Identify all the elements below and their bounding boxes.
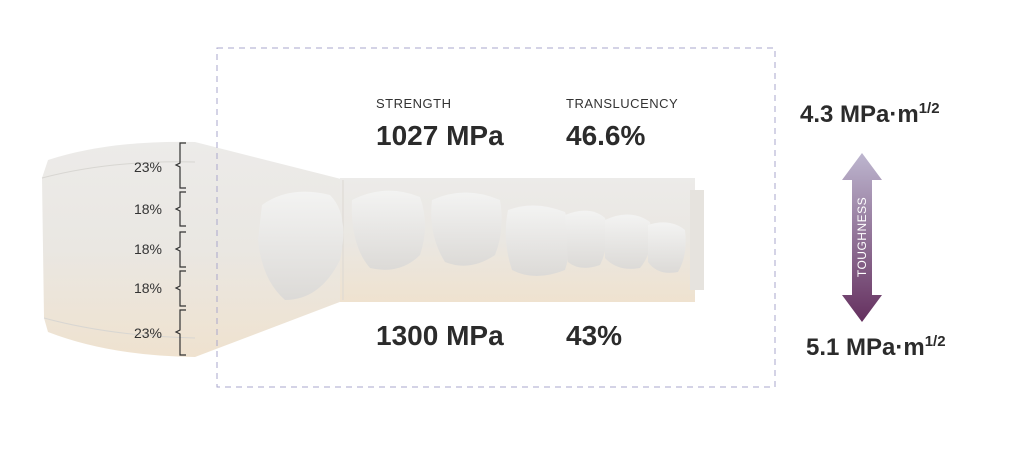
layer-percent: 18% (133, 241, 162, 257)
dental-bridge (258, 190, 686, 300)
toughness-bottom-text: 5.1 MPa·m (806, 334, 925, 361)
exponent: 1/2 (924, 333, 946, 350)
top-translucency-value: 46.6% (566, 120, 646, 151)
dashed-frame (216, 47, 776, 388)
layer-percent: 18% (133, 201, 162, 217)
disc-body (42, 141, 195, 357)
top-strength-value: 1027 MPa (376, 120, 504, 151)
translucency-label: TRANSLUCENCY (566, 96, 679, 111)
layer-percent: 23% (133, 159, 162, 175)
toughness-double-arrow (842, 153, 882, 322)
bottom-strength-value: 1300 MPa (376, 320, 504, 351)
toughness-top-value: 4.3 MPa·m1/2 (800, 100, 940, 129)
layer-percent: 23% (133, 325, 162, 341)
toughness-bottom-value: 5.1 MPa·m1/2 (806, 333, 946, 362)
layer-percent: 18% (133, 280, 162, 296)
strength-label: STRENGTH (376, 96, 452, 111)
bottom-translucency-value: 43% (566, 320, 623, 351)
exponent: 1/2 (918, 100, 940, 117)
layer-brackets (174, 142, 186, 356)
toughness-label: TOUGHNESS (855, 196, 869, 278)
toughness-top-text: 4.3 MPa·m (800, 101, 919, 128)
